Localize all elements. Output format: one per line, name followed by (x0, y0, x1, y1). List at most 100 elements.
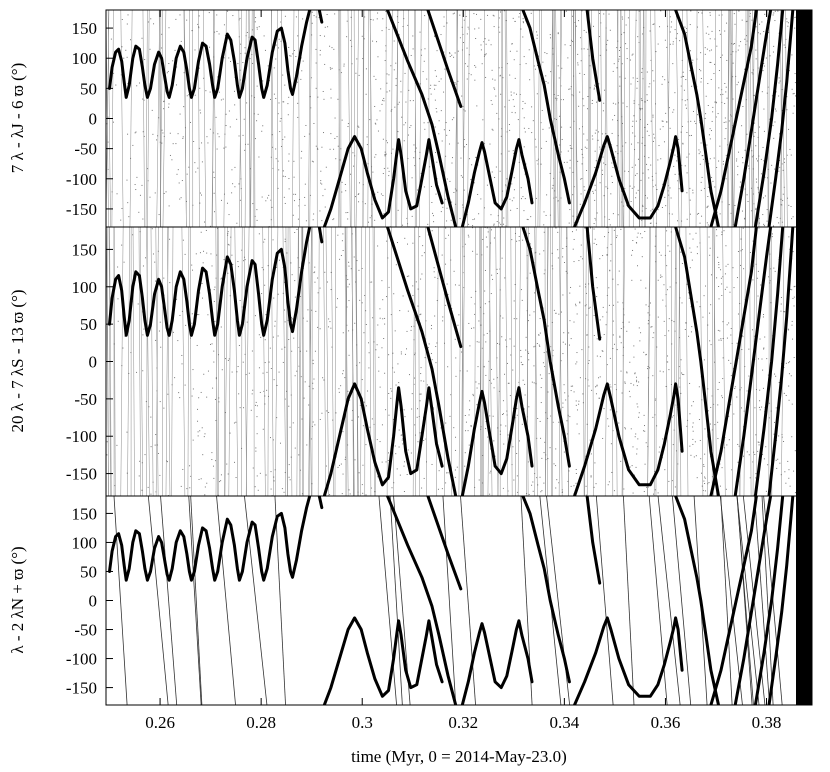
background-scatter-dot (196, 344, 198, 346)
background-scatter-dot (710, 344, 712, 346)
background-scatter-dot (666, 265, 668, 267)
background-scatter-dot (782, 200, 784, 202)
background-scatter-dot (528, 359, 530, 361)
background-scatter-dot (447, 366, 449, 368)
background-trajectory-line (351, 227, 354, 496)
resonant-angle-series-line (521, 496, 571, 684)
background-scatter-dot (330, 133, 332, 135)
background-scatter-dot (775, 407, 777, 409)
background-scatter-dot (526, 218, 528, 220)
background-scatter-dot (317, 147, 319, 149)
background-scatter-dot (432, 215, 434, 217)
background-trajectory-line (138, 227, 141, 496)
background-scatter-dot (385, 153, 387, 155)
background-scatter-dot (436, 300, 438, 302)
background-trajectory-line (581, 10, 584, 227)
background-scatter-dot (385, 409, 387, 411)
background-trajectory-line (495, 227, 499, 496)
background-scatter-dot (353, 256, 355, 258)
background-scatter-dot (275, 158, 277, 160)
background-scatter-dot (639, 107, 641, 109)
background-scatter-dot (702, 316, 704, 318)
background-scatter-dot (732, 223, 734, 225)
background-scatter-dot (778, 382, 780, 384)
background-scatter-dot (726, 59, 728, 61)
background-scatter-dot (732, 51, 734, 53)
background-scatter-dot (449, 415, 451, 417)
background-scatter-dot (774, 270, 776, 272)
background-scatter-dot (350, 268, 352, 270)
panel-top-frame (105, 9, 813, 228)
background-scatter-dot (382, 138, 384, 140)
background-scatter-dot (236, 371, 238, 373)
background-scatter-dot (618, 422, 620, 424)
background-scatter-dot (757, 450, 759, 452)
background-scatter-dot (191, 313, 193, 315)
background-scatter-dot (464, 243, 466, 245)
background-scatter-dot (499, 268, 501, 270)
background-scatter-dot (500, 93, 502, 95)
background-scatter-dot (718, 286, 720, 288)
background-scatter-dot (692, 59, 694, 61)
background-scatter-dot (297, 35, 299, 37)
background-scatter-dot (386, 73, 388, 75)
background-scatter-dot (547, 325, 549, 327)
y-tick-label: 0 (89, 353, 98, 372)
background-scatter-dot (772, 14, 774, 16)
background-scatter-dot (543, 211, 545, 213)
background-scatter-dot (304, 183, 306, 185)
background-scatter-dot (685, 104, 687, 106)
background-scatter-dot (337, 145, 339, 147)
background-scatter-dot (705, 95, 707, 97)
background-scatter-dot (492, 78, 494, 80)
background-scatter-dot (606, 49, 608, 51)
background-scatter-dot (655, 51, 657, 53)
background-scatter-dot (281, 488, 283, 490)
background-scatter-dot (255, 401, 257, 403)
background-scatter-dot (779, 166, 781, 168)
background-scatter-dot (310, 77, 312, 79)
background-scatter-dot (340, 255, 342, 257)
background-scatter-dot (490, 214, 492, 216)
background-scatter-dot (531, 484, 533, 486)
background-scatter-dot (720, 269, 722, 271)
resonant-angle-series-line (317, 227, 324, 244)
background-scatter-dot (266, 371, 268, 373)
background-scatter-dot (732, 126, 734, 128)
background-scatter-dot (665, 294, 667, 296)
resonant-angle-series-line (573, 135, 684, 227)
background-scatter-dot (430, 185, 432, 187)
background-scatter-dot (560, 99, 562, 101)
background-scatter-dot (602, 156, 604, 158)
resonant-angle-series-line (674, 10, 720, 227)
background-scatter-dot (363, 38, 365, 40)
background-trajectory-line (488, 227, 493, 496)
background-trajectory-line (401, 10, 404, 227)
background-scatter-dot (580, 193, 582, 195)
background-scatter-dot (638, 42, 640, 44)
background-scatter-dot (555, 119, 557, 121)
background-scatter-dot (434, 276, 436, 278)
background-scatter-dot (763, 314, 765, 316)
background-scatter-dot (198, 397, 200, 399)
background-scatter-dot (372, 317, 374, 319)
background-scatter-dot (695, 232, 697, 234)
background-scatter-dot (442, 316, 444, 318)
background-scatter-dot (485, 53, 487, 55)
background-scatter-dot (616, 235, 618, 237)
background-scatter-dot (292, 214, 294, 216)
background-scatter-dot (410, 452, 412, 454)
background-scatter-dot (527, 219, 529, 221)
background-scatter-dot (213, 300, 215, 302)
background-scatter-dot (238, 183, 240, 185)
background-scatter-dot (690, 331, 692, 333)
background-scatter-dot (567, 480, 569, 482)
background-scatter-dot (728, 204, 730, 206)
background-scatter-dot (280, 145, 282, 147)
background-scatter-dot (760, 284, 762, 286)
background-scatter-dot (707, 224, 709, 226)
background-scatter-dot (594, 217, 596, 219)
background-scatter-dot (191, 322, 193, 324)
background-scatter-dot (400, 80, 402, 82)
background-scatter-dot (598, 12, 600, 14)
